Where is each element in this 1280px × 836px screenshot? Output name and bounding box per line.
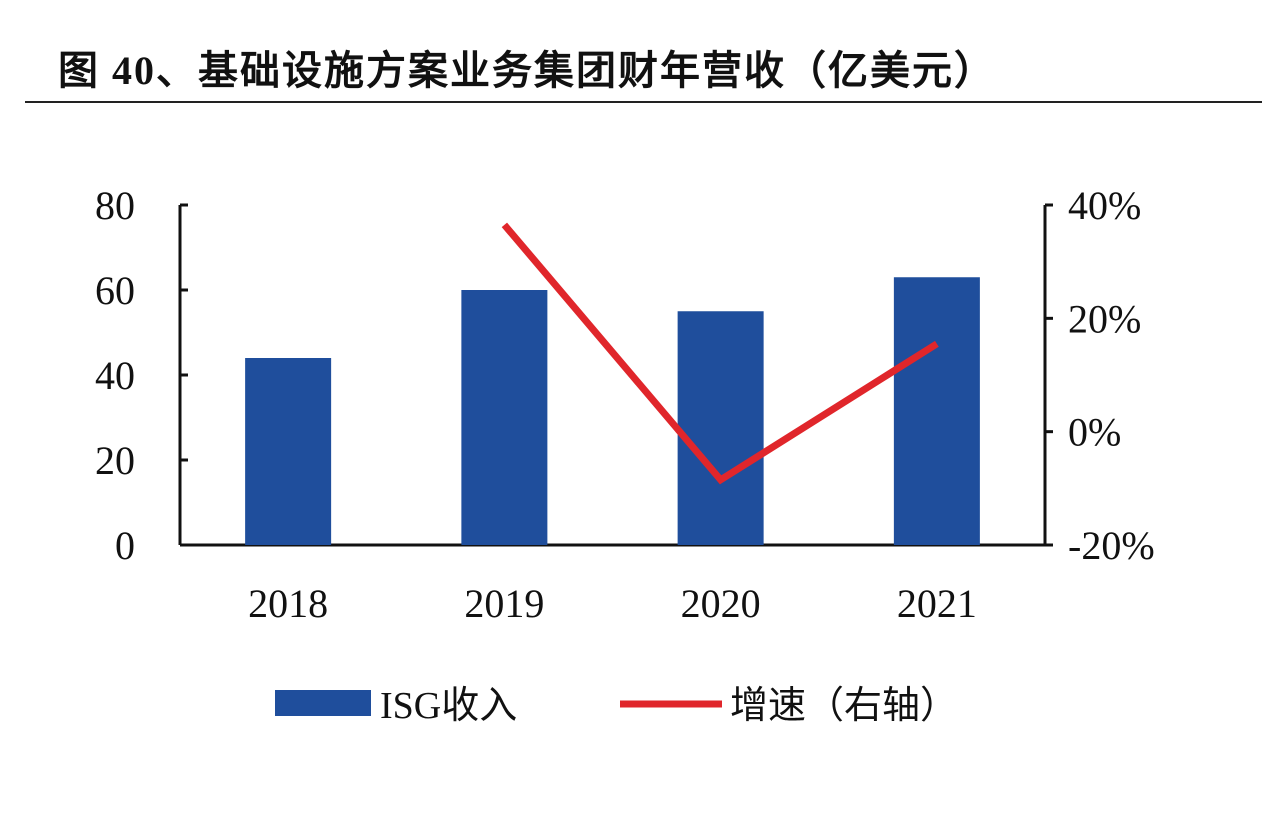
bar-2018 <box>245 358 332 545</box>
left-tick-label: 0 <box>115 523 135 568</box>
bar-2021 <box>893 277 980 545</box>
right-tick-label: -20% <box>1068 523 1155 568</box>
legend-bar-label: ISG收入 <box>380 685 517 727</box>
title-divider <box>25 101 1262 103</box>
legend-bar-swatch <box>275 690 371 716</box>
left-tick-label: 20 <box>95 438 135 483</box>
legend-line-label: 增速（右轴） <box>730 685 958 727</box>
x-tick-label: 2018 <box>248 581 328 626</box>
x-tick-label: 2021 <box>897 581 977 626</box>
left-tick-label: 40 <box>95 353 135 398</box>
chart-title: 图 40、基础设施方案业务集团财年营收（亿美元） <box>58 48 996 93</box>
right-tick-label: 0% <box>1068 410 1121 455</box>
bar-2019 <box>461 290 548 545</box>
right-tick-label: 40% <box>1068 183 1141 228</box>
left-tick-label: 60 <box>95 268 135 313</box>
left-tick-label: 80 <box>95 183 135 228</box>
right-tick-label: 20% <box>1068 296 1141 341</box>
x-tick-label: 2019 <box>464 581 544 626</box>
x-tick-label: 2020 <box>681 581 761 626</box>
bar-2020 <box>677 311 764 545</box>
